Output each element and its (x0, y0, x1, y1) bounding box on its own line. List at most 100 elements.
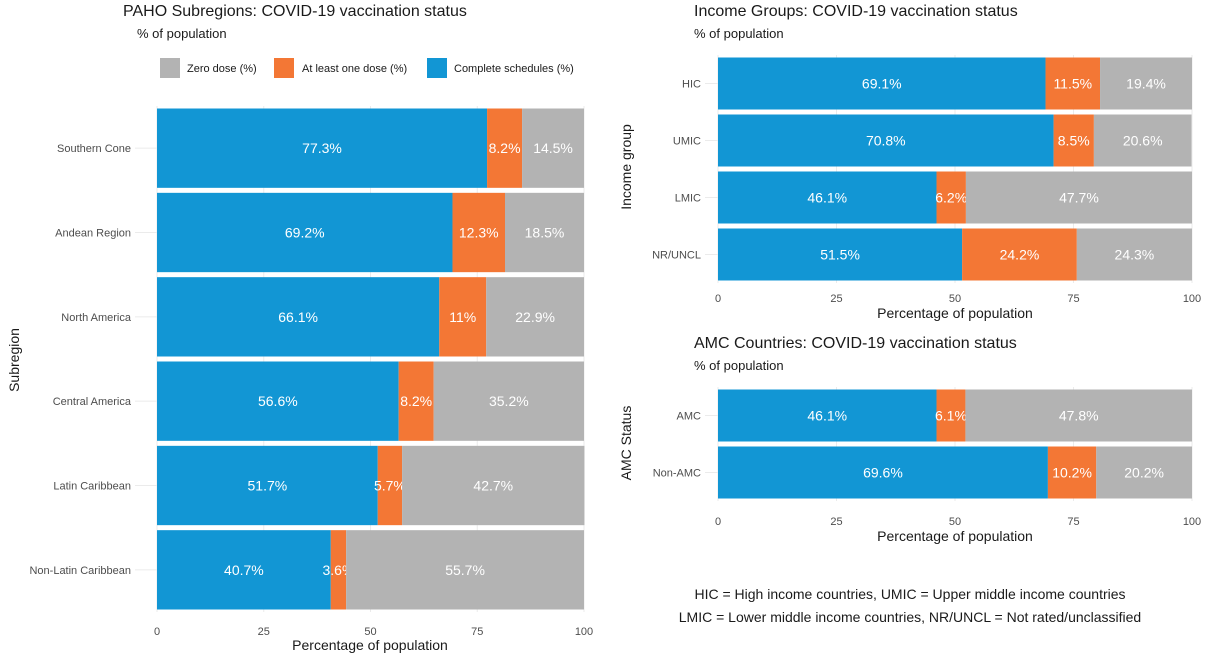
data-label-zero: 20.6% (1123, 133, 1163, 149)
data-label-complete: 70.8% (866, 133, 906, 149)
data-label-complete: 46.1% (807, 408, 847, 424)
bar-zero (402, 445, 585, 526)
legend-label-one: At least one dose (%) (302, 63, 407, 75)
category-label: Non-AMC (653, 468, 701, 480)
legend: Zero dose (%) At least one dose (%) Comp… (160, 58, 574, 78)
footnote-line-1: HIC = High income countries, UMIC = Uppe… (694, 586, 1125, 602)
bar-zero (522, 108, 584, 188)
bar-one (962, 228, 1077, 281)
chart-title-paho: PAHO Subregions: COVID-19 vaccination st… (123, 3, 467, 20)
data-label-complete: 77.3% (302, 140, 342, 156)
data-label-one: 12.3% (459, 225, 499, 241)
category-label: HIC (682, 79, 701, 91)
data-label-one: 10.2% (1052, 465, 1092, 481)
x-tick-label: 25 (830, 516, 842, 528)
data-label-zero: 24.3% (1115, 247, 1155, 263)
data-label-complete: 69.2% (285, 225, 325, 241)
bar-zero (1093, 114, 1192, 167)
data-label-one: 8.2% (400, 393, 432, 409)
data-label-one: 11.5% (1053, 76, 1092, 92)
category-label: Central America (53, 396, 132, 408)
x-tick-label: 100 (575, 626, 593, 638)
category-label: LMIC (675, 193, 701, 205)
bar-complete (718, 446, 1048, 499)
data-label-one: 6.1% (935, 408, 967, 424)
x-tick-label: 25 (830, 293, 842, 305)
x-tick-label: 100 (1183, 293, 1201, 305)
chart-amc: AMC Countries: COVID-19 vaccination stat… (618, 335, 1201, 544)
x-tick-label: 25 (258, 626, 270, 638)
data-label-zero: 35.2% (489, 393, 529, 409)
x-tick-label: 100 (1183, 516, 1201, 528)
x-tick-label: 0 (715, 516, 721, 528)
category-labels-income: HIC UMIC LMIC NR/UNCL (652, 79, 701, 262)
category-labels-paho: Southern Cone Andean Region North America C… (29, 143, 131, 577)
x-tick-label: 50 (364, 626, 376, 638)
data-label-complete: 40.7% (224, 562, 264, 578)
legend-swatch-zero (160, 58, 180, 78)
data-label-zero: 55.7% (445, 562, 485, 578)
bar-complete (157, 445, 378, 526)
data-label-one: 11% (449, 309, 476, 325)
x-tick-label: 0 (154, 626, 160, 638)
legend-swatch-one (274, 58, 294, 78)
bar-one (936, 171, 966, 224)
bars-paho: 77.3% 8.2% 14.5% 69.2% 12.3% 18.5% 66.1% 11% 22.… (157, 108, 585, 610)
category-label: North America (61, 312, 132, 324)
bar-one (439, 277, 487, 357)
x-ticks-paho: 0 25 50 75 100 (154, 626, 593, 638)
x-axis-title-amc: Percentage of population (877, 528, 1033, 544)
bar-one (936, 389, 966, 442)
data-label-zero: 42.7% (473, 478, 513, 494)
data-label-zero: 18.5% (525, 225, 565, 241)
bar-zero (1096, 446, 1192, 499)
y-axis-title-income: Income group (618, 124, 634, 210)
data-label-one: 8.5% (1058, 133, 1090, 149)
data-label-complete: 69.6% (863, 465, 903, 481)
bar-zero (433, 361, 584, 441)
chart-income: Income Groups: COVID-19 vaccination stat… (618, 3, 1201, 321)
bars-amc: 46.1% 6.1% 47.8% 69.6% 10.2% 20.2% (718, 389, 1192, 499)
bar-complete (718, 114, 1054, 167)
category-label: AMC (677, 411, 702, 423)
data-label-complete: 51.7% (248, 478, 288, 494)
data-label-complete: 51.5% (820, 247, 860, 263)
bar-zero (1100, 57, 1192, 110)
data-label-one: 5.7% (374, 478, 406, 494)
bar-zero (505, 192, 584, 273)
data-label-complete: 46.1% (807, 190, 847, 206)
category-labels-amc: AMC Non-AMC (653, 411, 701, 480)
data-label-one: 24.2% (1000, 247, 1040, 263)
category-label: UMIC (673, 136, 701, 148)
data-label-zero: 22.9% (515, 309, 555, 325)
bar-zero (346, 530, 584, 610)
legend-swatch-complete (427, 58, 447, 78)
footnote: HIC = High income countries, UMIC = Uppe… (679, 586, 1141, 625)
bar-complete (157, 108, 488, 188)
data-label-complete: 69.1% (862, 76, 902, 92)
bars-income: 69.1% 11.5% 19.4% 70.8% 8.5% 20.6% 46.1% 6.2% 47… (718, 57, 1192, 281)
x-ticks-amc: 0 25 50 75 100 (715, 516, 1201, 528)
x-tick-label: 75 (471, 626, 483, 638)
bar-complete (157, 277, 440, 357)
bar-one (398, 361, 434, 441)
gridlines-paho (135, 106, 585, 612)
bar-zero (1076, 228, 1192, 281)
data-label-one: 6.2% (935, 190, 967, 206)
data-label-zero: 20.2% (1124, 465, 1164, 481)
footnote-line-2: LMIC = Lower middle income countries, NR… (679, 609, 1141, 625)
chart-title-amc: AMC Countries: COVID-19 vaccination stat… (694, 335, 1017, 352)
category-label: Latin Caribbean (53, 481, 131, 493)
chart-subtitle-paho: % of population (137, 26, 227, 41)
bar-complete (718, 228, 963, 281)
legend-label-complete: Complete schedules (%) (454, 63, 574, 75)
bar-zero (965, 171, 1192, 224)
data-label-zero: 47.8% (1059, 408, 1099, 424)
category-label: Southern Cone (57, 143, 131, 155)
x-tick-label: 75 (1067, 293, 1079, 305)
bar-one (377, 445, 403, 526)
data-label-one: 8.2% (489, 140, 521, 156)
category-label: NR/UNCL (652, 250, 701, 262)
data-label-complete: 56.6% (258, 393, 298, 409)
